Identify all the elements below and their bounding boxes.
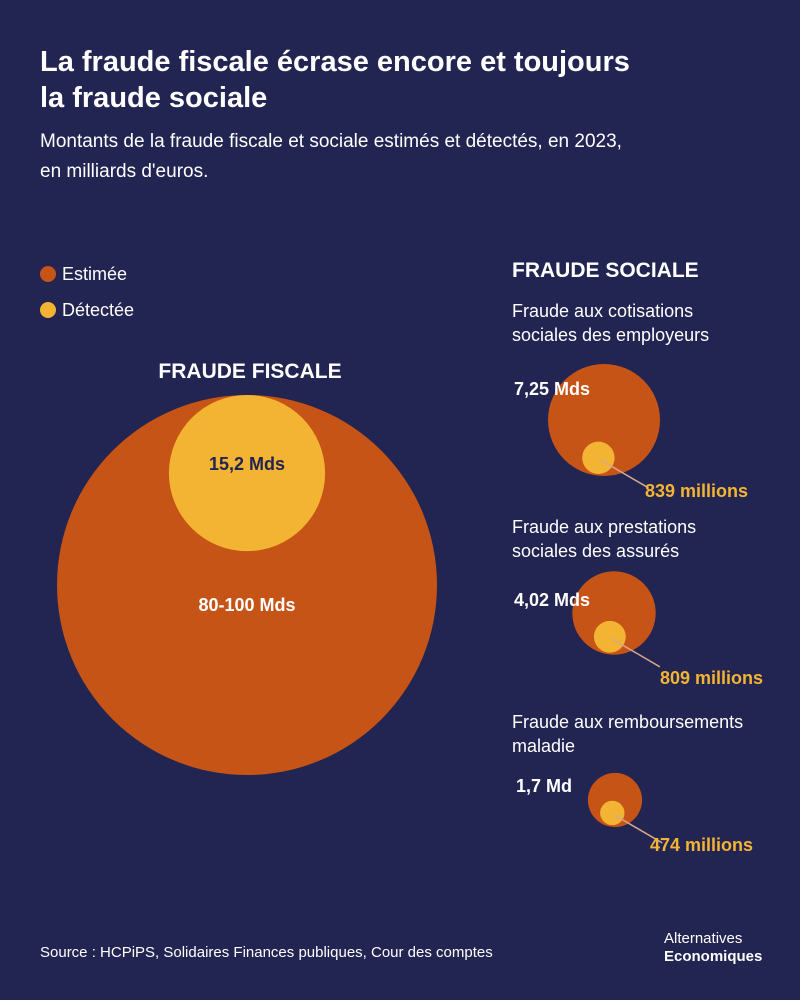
chart-title-line-1: La fraude fiscale écrase encore et toujo… <box>40 46 630 78</box>
group-heading-sociale: FRAUDE SOCIALE <box>512 259 699 282</box>
chart-title: La fraude fiscale écrase encore et toujo… <box>40 44 760 116</box>
label-cotisations-detected: 839 millions <box>645 481 748 501</box>
bubble-remboursements-detected <box>600 800 625 826</box>
leader-line-remboursements <box>613 814 663 844</box>
chart-title-line-2: la fraude sociale <box>40 82 268 114</box>
category-remboursements-line-1: Fraude aux remboursements <box>512 712 743 732</box>
brand-logo: Alternatives Economiques <box>664 930 762 966</box>
legend-swatch-estimated <box>40 266 56 282</box>
label-fiscale-detected: 15,2 Mds <box>209 454 285 474</box>
legend: Estimée Détectée <box>40 256 134 328</box>
label-fiscale-estimated: 80-100 Mds <box>198 595 295 615</box>
chart-subtitle-line-2: en milliards d'euros. <box>40 161 209 182</box>
brand-line-2: Economiques <box>664 948 763 965</box>
label-remboursements-estimated: 1,7 Md <box>516 776 572 796</box>
label-cotisations-estimated: 7,25 Mds <box>514 379 590 399</box>
bubble-prestations-estimated <box>572 571 656 655</box>
category-prestations-line-2: sociales des assurés <box>512 541 679 561</box>
bubble-cotisations-estimated <box>548 364 660 476</box>
source-note: Source : HCPiPS, Solidaires Finances pub… <box>40 944 493 961</box>
category-remboursements-line-2: maladie <box>512 736 575 756</box>
brand-line-1: Alternatives <box>664 930 743 947</box>
label-remboursements-detected: 474 millions <box>650 835 753 855</box>
category-cotisations-line-1: Fraude aux cotisations <box>512 301 693 321</box>
bubble-cotisations-detected <box>582 441 615 475</box>
legend-item-estimated: Estimée <box>40 256 134 292</box>
label-prestations-detected: 809 millions <box>660 668 763 688</box>
leader-line-prestations <box>611 638 661 668</box>
legend-swatch-detected <box>40 302 56 318</box>
chart-subtitle: Montants de la fraude fiscale et sociale… <box>40 127 760 187</box>
leader-line-cotisations <box>600 459 649 489</box>
legend-label-detected: Détectée <box>62 299 135 320</box>
category-cotisations-line-2: sociales des employeurs <box>512 325 709 345</box>
bubble-fiscale-detected <box>168 394 326 552</box>
group-heading-fiscale: FRAUDE FISCALE <box>158 360 341 383</box>
legend-label-estimated: Estimée <box>62 263 128 284</box>
label-prestations-estimated: 4,02 Mds <box>514 590 590 610</box>
bubble-prestations-detected <box>593 620 626 653</box>
category-prestations-line-1: Fraude aux prestations <box>512 517 696 537</box>
chart-subtitle-line-1: Montants de la fraude fiscale et sociale… <box>40 131 622 152</box>
legend-item-detected: Détectée <box>40 292 134 328</box>
bubble-fiscale-estimated <box>57 395 437 775</box>
